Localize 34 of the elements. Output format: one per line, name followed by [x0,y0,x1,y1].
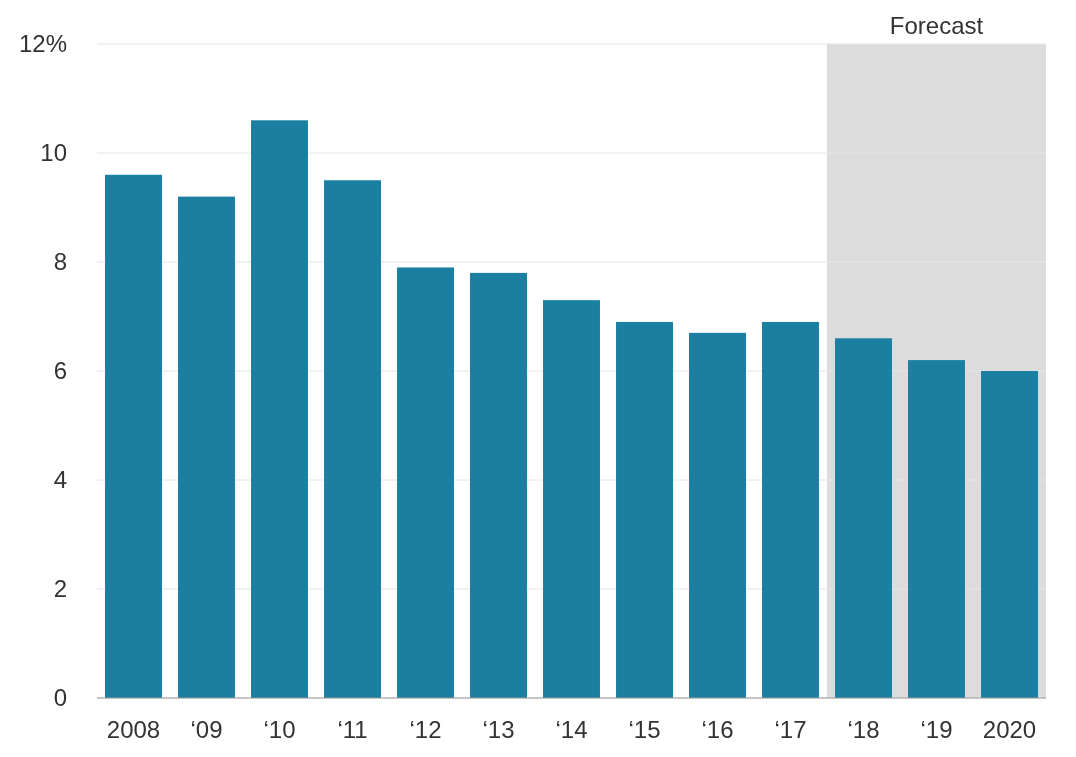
bar [689,332,746,698]
bar [762,321,819,698]
bar [616,321,673,698]
x-tick-label: 2008 [106,716,161,743]
x-tick-label: ‘11 [337,716,368,743]
x-tick-label: ‘09 [190,716,223,743]
bar [397,267,454,698]
band-label: Forecast [889,12,984,39]
x-tick-label: ‘15 [628,716,661,743]
bar [908,360,965,698]
bar [981,371,1038,698]
x-tick-label: ‘13 [482,716,515,743]
y-tick-label: 6 [53,357,67,385]
bar [105,174,162,698]
x-tick-label: ‘10 [263,716,296,743]
x-tick-label: ‘19 [920,716,953,743]
x-tick-label: ‘14 [555,716,588,743]
y-tick-label: 4 [53,466,67,494]
x-tick-label: ‘17 [774,716,807,743]
bar [324,180,381,698]
x-tick-label: 2020 [982,716,1037,743]
x-tick-label: ‘18 [847,716,880,743]
y-tick-label: 12% [18,30,67,58]
bar [178,196,235,698]
bar [470,272,527,698]
y-tick-label: 0 [53,684,67,712]
bar [835,338,892,698]
x-tick-label: ‘12 [409,716,442,743]
y-tick-label: 8 [53,248,67,276]
y-tick-label: 10 [40,139,67,167]
y-tick-label: 2 [53,575,67,603]
bar [251,120,308,698]
bar [543,300,600,698]
x-tick-label: ‘16 [701,716,734,743]
